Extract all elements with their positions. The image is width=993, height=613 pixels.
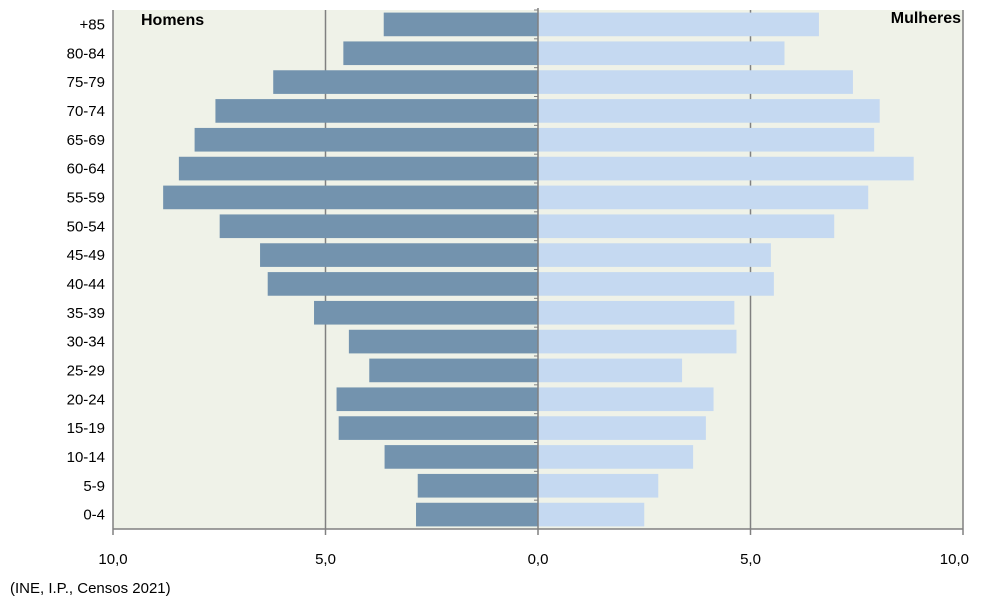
category-label: 65-69 [67, 132, 105, 149]
bar-mulheres-45-49 [538, 243, 771, 267]
bar-mulheres-15-19 [538, 416, 706, 440]
category-label: 70-74 [67, 103, 105, 120]
category-label: 15-19 [67, 420, 105, 437]
bar-homens-50-54 [219, 214, 539, 239]
x-tick-label: 10,0 [940, 551, 969, 568]
category-label: 5-9 [83, 478, 105, 495]
bar-homens-20-24 [336, 387, 538, 412]
series-label-homens: Homens [141, 12, 204, 29]
bar-homens-30-34 [348, 329, 538, 354]
bar-mulheres-+85 [538, 12, 819, 37]
bar-homens-5-9 [417, 473, 538, 498]
bar-mulheres-70-74 [538, 99, 880, 123]
category-label: 30-34 [67, 334, 105, 351]
category-label: 55-59 [67, 189, 105, 206]
category-label: 80-84 [67, 45, 105, 62]
bar-homens-25-29 [369, 358, 538, 383]
bar-mulheres-65-69 [538, 127, 875, 152]
category-labels: +85 80-84 75-79 70-74 65-69 60-64 55-59 50-54 45… [67, 16, 105, 523]
category-label: +85 [80, 16, 105, 33]
bar-homens-75-79 [273, 70, 538, 94]
bar-homens-65-69 [194, 127, 538, 152]
category-label: 10-14 [67, 449, 105, 466]
bar-mulheres-75-79 [538, 70, 853, 94]
bar-homens-70-74 [215, 99, 539, 123]
bar-homens-55-59 [163, 185, 538, 210]
category-label: 60-64 [67, 161, 105, 178]
category-label: 45-49 [67, 247, 105, 264]
bar-mulheres-30-34 [538, 329, 737, 354]
bar-mulheres-50-54 [538, 214, 835, 239]
bar-mulheres-55-59 [538, 185, 869, 210]
bar-homens-80-84 [343, 41, 538, 66]
bar-homens-0-4 [416, 502, 538, 527]
bar-homens-15-19 [338, 416, 538, 440]
bar-homens-10-14 [384, 445, 538, 469]
category-label: 25-29 [67, 362, 105, 379]
bar-mulheres-25-29 [538, 358, 683, 383]
x-tick-labels: 10,0 5,0 0,0 5,0 10,0 [98, 551, 969, 568]
bar-mulheres-40-44 [538, 272, 774, 296]
category-label: 35-39 [67, 305, 105, 322]
category-label: 50-54 [67, 218, 105, 235]
category-label: 20-24 [67, 391, 105, 408]
bars [163, 12, 914, 527]
bar-homens-40-44 [267, 272, 538, 296]
x-tick-label: 10,0 [98, 551, 127, 568]
bar-mulheres-5-9 [538, 473, 659, 498]
bar-mulheres-60-64 [538, 156, 914, 181]
x-tick-label: 5,0 [740, 551, 761, 568]
bar-mulheres-0-4 [538, 502, 645, 527]
x-tick-label: 0,0 [528, 551, 549, 568]
grid-lines [112, 10, 964, 529]
bar-mulheres-10-14 [538, 445, 694, 469]
bar-homens-45-49 [260, 243, 538, 267]
category-label: 0-4 [83, 507, 105, 524]
category-label: 75-79 [67, 74, 105, 91]
bar-mulheres-20-24 [538, 387, 714, 412]
series-label-mulheres: Mulheres [891, 10, 961, 27]
category-label: 40-44 [67, 276, 105, 293]
bar-homens-35-39 [314, 300, 538, 325]
bar-mulheres-35-39 [538, 300, 735, 325]
x-tick-label: 5,0 [315, 551, 336, 568]
bar-homens-60-64 [178, 156, 538, 181]
bar-homens-+85 [383, 12, 538, 37]
bar-mulheres-80-84 [538, 41, 785, 66]
source-note: (INE, I.P., Censos 2021) [10, 580, 171, 597]
axes [112, 8, 964, 535]
